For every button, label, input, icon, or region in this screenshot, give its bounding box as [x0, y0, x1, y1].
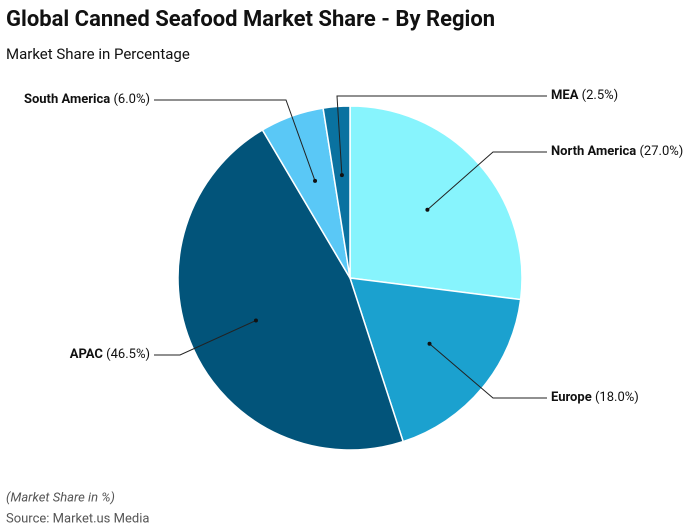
footnote: (Market Share in %) — [6, 490, 115, 505]
value-label: (46.5%) — [106, 347, 150, 362]
leader-line — [154, 320, 257, 356]
pie-slice — [348, 277, 522, 443]
source: Source: Market.us Media — [6, 511, 149, 526]
category-label: Europe — [551, 390, 592, 405]
value-label: (18.0%) — [595, 390, 639, 405]
value-label: (6.0%) — [113, 92, 150, 107]
slice-label: South America (6.0%) — [24, 92, 150, 107]
category-label: South America — [24, 92, 110, 107]
leader-dot — [425, 207, 430, 212]
slice-label: Europe (18.0%) — [551, 390, 639, 405]
leader-dot — [253, 318, 258, 323]
pie-slice — [322, 105, 351, 279]
value-label: (2.5%) — [582, 88, 619, 103]
slice-label: MEA (2.5%) — [551, 88, 618, 103]
category-label: North America — [551, 144, 636, 159]
leader-line — [427, 151, 547, 211]
slice-label: North America (27.0%) — [551, 144, 683, 159]
category-label: APAC — [70, 347, 104, 362]
leader-dot — [427, 341, 432, 346]
slice-label: APAC (46.5%) — [70, 347, 150, 362]
leader-line — [429, 343, 547, 399]
chart-subtitle: Market Share in Percentage — [6, 45, 190, 63]
leader-dot — [313, 178, 318, 183]
leader-line — [336, 95, 547, 176]
category-label: MEA — [551, 88, 579, 103]
leader-dot — [339, 173, 344, 178]
value-label: (27.0%) — [639, 144, 683, 159]
chart-title: Global Canned Seafood Market Share - By … — [6, 7, 495, 32]
leader-line — [154, 99, 316, 182]
